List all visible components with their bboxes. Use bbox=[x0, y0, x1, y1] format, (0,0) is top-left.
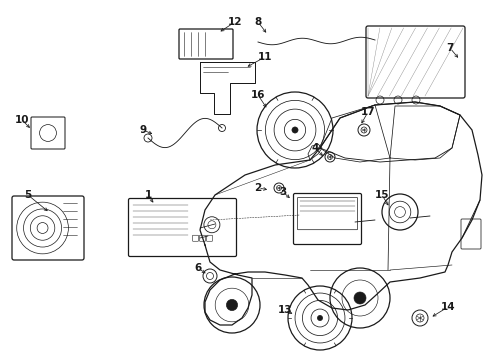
Text: 9: 9 bbox=[139, 125, 146, 135]
Text: 14: 14 bbox=[440, 302, 454, 312]
Text: 15: 15 bbox=[374, 190, 388, 200]
Text: 6: 6 bbox=[194, 263, 201, 273]
Text: 8: 8 bbox=[254, 17, 261, 27]
Text: 7: 7 bbox=[446, 43, 453, 53]
Text: 13: 13 bbox=[277, 305, 292, 315]
Text: 1: 1 bbox=[144, 190, 151, 200]
Text: 11: 11 bbox=[257, 52, 272, 62]
Circle shape bbox=[291, 127, 297, 133]
Circle shape bbox=[226, 300, 237, 311]
Text: 5: 5 bbox=[24, 190, 32, 200]
Circle shape bbox=[317, 315, 322, 320]
Text: 2: 2 bbox=[254, 183, 261, 193]
Text: 17: 17 bbox=[360, 107, 375, 117]
Text: 16: 16 bbox=[250, 90, 264, 100]
Text: 10: 10 bbox=[15, 115, 29, 125]
Circle shape bbox=[353, 292, 365, 304]
Text: 4: 4 bbox=[311, 143, 318, 153]
Text: 12: 12 bbox=[227, 17, 242, 27]
Text: 3: 3 bbox=[279, 187, 286, 197]
